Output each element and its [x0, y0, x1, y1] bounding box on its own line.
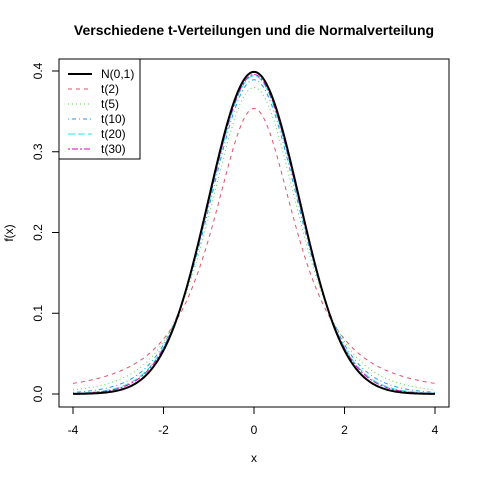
y-axis-label: f(x)	[2, 224, 16, 241]
legend-entry: N(0,1)	[101, 67, 134, 81]
y-tick-label: 0.2	[31, 224, 45, 241]
legend: N(0,1)t(2)t(5)t(10)t(20)t(30)	[59, 59, 140, 159]
x-tick-label: 0	[251, 423, 258, 437]
legend-entry: t(10)	[101, 112, 126, 126]
y-tick-label: 0.4	[31, 62, 45, 79]
y-tick-label: 0.0	[31, 385, 45, 402]
y-tick-label: 0.1	[31, 305, 45, 322]
x-tick-label: -4	[68, 423, 79, 437]
x-axis-label: x	[251, 451, 257, 465]
legend-entry: t(5)	[101, 97, 119, 111]
y-tick-label: 0.3	[31, 143, 45, 160]
x-tick-label: 4	[432, 423, 439, 437]
chart-title: Verschiedene t-Verteilungen und die Norm…	[74, 22, 434, 38]
legend-entry: t(20)	[101, 127, 126, 141]
x-tick-label: -2	[158, 423, 169, 437]
legend-entry: t(30)	[101, 142, 126, 156]
legend-entry: t(2)	[101, 82, 119, 96]
x-tick-label: 2	[341, 423, 348, 437]
